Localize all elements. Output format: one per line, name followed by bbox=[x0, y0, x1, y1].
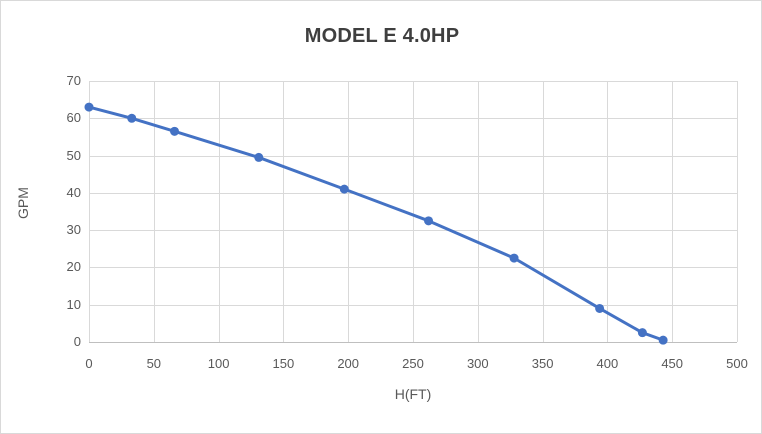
x-tick-label: 100 bbox=[207, 356, 230, 371]
y-tick-label: 30 bbox=[66, 222, 81, 238]
y-axis-title: GPM bbox=[15, 187, 31, 219]
data-point-marker bbox=[509, 253, 519, 263]
x-tick-label: 150 bbox=[272, 356, 295, 371]
x-tick-label: 0 bbox=[85, 356, 93, 371]
y-tick-label: 70 bbox=[66, 73, 81, 88]
x-tick-label: 500 bbox=[726, 356, 748, 371]
data-point-marker bbox=[127, 113, 137, 123]
data-point-marker bbox=[595, 303, 605, 313]
data-point-marker bbox=[339, 184, 349, 194]
data-point-marker bbox=[637, 328, 647, 338]
x-tick-label: 200 bbox=[337, 356, 360, 371]
x-tick-label: 350 bbox=[531, 356, 554, 371]
x-tick-label: 300 bbox=[466, 356, 489, 371]
data-point-marker bbox=[254, 152, 264, 162]
y-tick-label: 20 bbox=[66, 259, 81, 275]
data-point-marker bbox=[424, 216, 434, 226]
y-tick-label: 50 bbox=[66, 147, 81, 163]
data-point-marker bbox=[84, 102, 94, 112]
x-tick-label: 50 bbox=[146, 356, 162, 371]
y-tick-label: 40 bbox=[66, 184, 81, 200]
x-tick-label: 250 bbox=[402, 356, 424, 371]
chart-title: MODEL E 4.0HP bbox=[304, 25, 460, 47]
y-tick-label: 60 bbox=[66, 110, 81, 126]
data-point-marker bbox=[170, 126, 180, 136]
data-point-marker bbox=[658, 335, 668, 345]
x-axis-title: H(FT) bbox=[394, 386, 432, 402]
plot-area bbox=[84, 81, 738, 345]
gridlines bbox=[89, 81, 738, 343]
series-group bbox=[84, 102, 668, 345]
x-tick-label: 400 bbox=[596, 356, 619, 371]
y-tick-label: 10 bbox=[66, 296, 81, 312]
series-line bbox=[87, 105, 665, 342]
y-tick-label: 0 bbox=[73, 334, 81, 349]
x-tick-label: 450 bbox=[661, 356, 684, 371]
